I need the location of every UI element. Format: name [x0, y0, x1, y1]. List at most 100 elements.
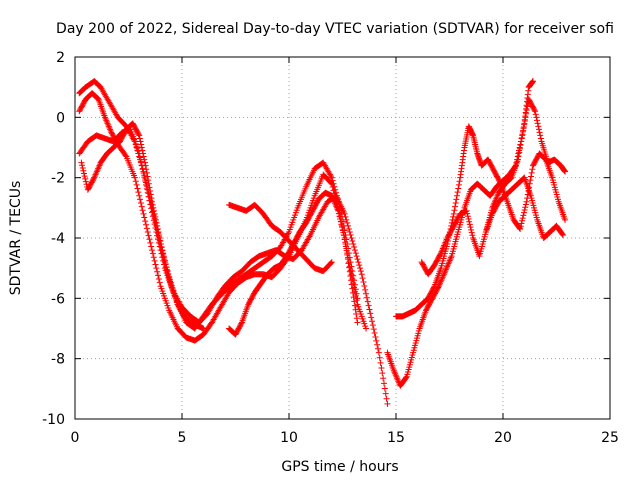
y-tick-label: -4 — [51, 231, 65, 247]
data-point — [140, 150, 147, 157]
data-point — [379, 370, 386, 377]
series-trace-3 — [76, 126, 391, 407]
data-point — [140, 153, 147, 160]
series-trace-8 — [393, 123, 569, 320]
data-point — [147, 191, 154, 198]
data-point — [520, 209, 527, 216]
data-point — [363, 325, 370, 332]
data-point — [364, 298, 371, 305]
data-point — [154, 222, 161, 229]
data-point — [145, 177, 152, 184]
data-point — [358, 271, 365, 278]
data-point — [516, 149, 523, 156]
data-point — [523, 198, 530, 205]
data-point — [154, 225, 161, 232]
data-point — [337, 215, 344, 222]
data-point — [520, 127, 527, 134]
data-point — [137, 158, 144, 165]
data-point — [520, 175, 527, 182]
data-point — [150, 207, 157, 214]
data-point — [541, 155, 548, 162]
data-point — [82, 178, 89, 185]
y-tick-label: -10 — [42, 412, 65, 428]
data-point — [145, 232, 152, 239]
data-point — [339, 224, 346, 231]
data-point — [353, 311, 360, 318]
x-tick-label: 20 — [494, 430, 512, 446]
data-point — [143, 221, 150, 228]
data-point — [344, 256, 351, 263]
data-point — [453, 192, 460, 199]
data-point — [532, 108, 539, 115]
data-point — [338, 221, 345, 228]
data-point — [519, 215, 526, 222]
data-point — [452, 203, 459, 210]
data-point — [365, 302, 372, 309]
data-point — [468, 226, 475, 233]
data-point — [341, 235, 348, 241]
data-point — [346, 264, 353, 271]
data-point — [137, 138, 144, 145]
data-point — [340, 229, 347, 236]
data-point — [150, 204, 157, 211]
data-point — [463, 207, 470, 214]
data-point — [346, 268, 353, 275]
data-point — [514, 156, 521, 163]
data-point — [350, 294, 357, 301]
data-point — [137, 196, 144, 203]
data-point — [356, 262, 363, 269]
data-point — [131, 174, 138, 181]
data-point — [519, 131, 526, 138]
data-point — [518, 138, 525, 145]
data-point — [339, 226, 346, 233]
data-point — [367, 310, 374, 317]
data-point — [349, 238, 356, 245]
data-point — [522, 204, 529, 211]
data-points — [76, 78, 569, 407]
data-point — [534, 120, 541, 127]
data-point — [80, 170, 87, 177]
data-point — [372, 333, 379, 340]
data-point — [349, 289, 356, 296]
data-point — [340, 232, 347, 239]
data-point — [536, 129, 543, 136]
data-point — [430, 284, 437, 291]
data-point — [328, 174, 335, 181]
data-point — [134, 185, 141, 192]
data-point — [348, 277, 355, 284]
data-point — [349, 285, 356, 292]
data-point — [136, 192, 143, 199]
data-point — [348, 271, 355, 278]
data-point — [136, 135, 143, 142]
data-point — [138, 141, 145, 148]
data-point — [346, 228, 353, 235]
data-point — [135, 189, 142, 196]
data-point — [81, 173, 88, 180]
data-point — [335, 207, 342, 214]
series-trace-4 — [78, 120, 207, 332]
data-point — [360, 279, 367, 286]
data-point — [154, 268, 161, 275]
data-point — [348, 281, 355, 288]
series-trace-10 — [482, 78, 536, 235]
data-point — [157, 238, 164, 245]
data-point — [153, 219, 160, 226]
data-point — [537, 132, 544, 139]
chart-title: Day 200 of 2022, Sidereal Day-to-day VTE… — [56, 21, 614, 37]
data-point — [352, 306, 359, 313]
data-point — [346, 263, 353, 270]
data-point — [138, 144, 145, 151]
x-tick-label: 0 — [71, 430, 80, 446]
data-point — [155, 276, 162, 283]
data-point — [465, 215, 472, 222]
data-point — [328, 180, 335, 187]
data-point — [153, 265, 160, 272]
data-point — [342, 243, 349, 250]
data-point — [135, 131, 142, 138]
data-point — [350, 241, 357, 248]
data-point — [144, 228, 151, 235]
data-point — [143, 225, 150, 232]
data-point — [150, 254, 157, 261]
data-point — [152, 216, 159, 223]
